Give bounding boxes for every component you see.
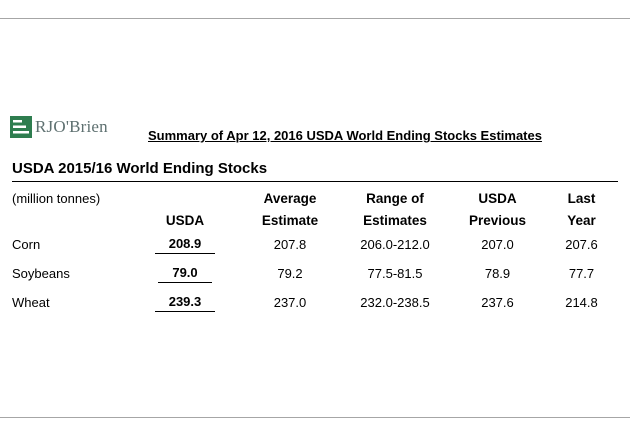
usda-cell: 239.3 (130, 288, 240, 317)
usda-value: 239.3 (154, 294, 216, 312)
usda-cell: 208.9 (130, 230, 240, 259)
header-average-line1: Average (263, 191, 317, 206)
table-row-corn: Corn 208.9 207.8 206.0-212.0 207.0 207.6 (12, 230, 618, 259)
previous-cell: 207.0 (481, 237, 514, 252)
commodity-label: Wheat (12, 295, 50, 310)
header-range-line1: Range of (366, 191, 424, 206)
previous-cell: 237.6 (481, 295, 514, 310)
header-row-1: (million tonnes) Average Range of USDA L… (12, 186, 618, 206)
last-year-cell: 214.8 (565, 295, 598, 310)
top-divider (0, 18, 630, 19)
previous-cell: 78.9 (484, 266, 511, 281)
report-title: Summary of Apr 12, 2016 USDA World Endin… (148, 128, 542, 143)
section-divider (12, 181, 618, 182)
average-cell: 237.0 (273, 295, 307, 310)
commodity-label: Soybeans (12, 266, 70, 281)
average-cell: 79.2 (277, 266, 303, 281)
bottom-divider (0, 417, 630, 418)
header-previous-line1: USDA (478, 191, 517, 206)
commodity-label: Corn (12, 237, 41, 252)
usda-cell: 79.0 (130, 259, 240, 288)
range-cell: 232.0-238.5 (360, 295, 430, 310)
header-commodity-spacer (12, 206, 130, 230)
ending-stocks-table: (million tonnes) Average Range of USDA L… (12, 186, 618, 317)
rjobrien-logo: RJO'Brien (10, 116, 108, 138)
header-last-line2: Year (567, 213, 596, 228)
average-cell: 207.8 (273, 237, 307, 252)
header-usda-spacer (130, 186, 240, 206)
header-previous-line2: Previous (468, 213, 527, 228)
header-range-line2: Estimates (363, 213, 427, 228)
header-last-line1: Last (567, 191, 596, 206)
usda-value: 79.0 (158, 265, 212, 283)
last-year-cell: 207.6 (565, 237, 598, 252)
header-row-2: USDA Estimate Estimates Previous Year (12, 206, 618, 230)
range-cell: 206.0-212.0 (360, 237, 430, 252)
section-title: USDA 2015/16 World Ending Stocks (12, 160, 268, 177)
rjobrien-logo-text: RJO'Brien (35, 117, 108, 136)
range-cell: 77.5-81.5 (367, 266, 423, 281)
header-average-line2: Estimate (261, 213, 319, 228)
usda-value: 208.9 (154, 236, 216, 254)
last-year-cell: 77.7 (568, 266, 595, 281)
unit-label: (million tonnes) (12, 191, 101, 206)
table-row-soybeans: Soybeans 79.0 79.2 77.5-81.5 78.9 77.7 (12, 259, 618, 288)
table-row-wheat: Wheat 239.3 237.0 232.0-238.5 237.6 214.… (12, 288, 618, 317)
header-usda: USDA (165, 213, 205, 228)
rjobrien-logo-icon (10, 116, 32, 138)
